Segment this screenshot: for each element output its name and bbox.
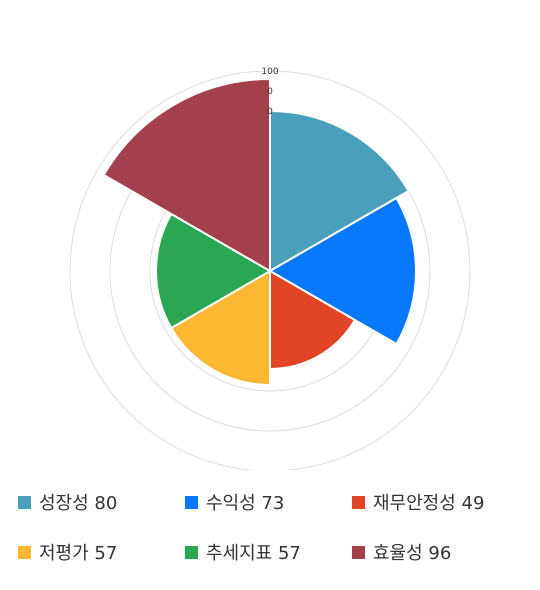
slice-4[interactable] [169,269,271,387]
radial-tick-labels: 100 0 0 [261,67,278,117]
radial-tick-label: 0 [267,87,273,97]
legend-swatch [18,545,31,559]
radial-tick-label: 0 [267,107,273,117]
legend-label: 저평가 57 [39,543,118,564]
slice-1[interactable] [269,109,410,273]
polar-area-chart: 100 0 0 [69,67,471,470]
slice-3[interactable] [269,269,357,371]
legend-label: 효율성 96 [373,543,452,564]
slice-6[interactable] [102,77,271,273]
legend-label: 재무안정성 49 [373,493,485,514]
legend-label: 성장성 80 [39,493,118,514]
radial-tick-label: 100 [261,67,278,77]
legend-label: 추세지표 57 [206,543,301,564]
legend-item-financial-stability[interactable]: 재무안정성 49 [352,490,484,514]
legend-swatch [185,495,198,509]
legend-item-growth[interactable]: 성장성 80 [18,490,117,514]
slices [102,77,417,387]
slice-5[interactable] [155,212,273,330]
legend-swatch [18,495,31,509]
grid-ring-5 [69,70,471,470]
legend-label: 수익성 73 [206,493,285,514]
legend-item-trend-indicator[interactable]: 추세지표 57 [185,540,301,564]
slice-2[interactable] [267,196,417,346]
legend-swatch [185,545,198,559]
legend-swatch [352,545,365,559]
legend-item-efficiency[interactable]: 효율성 96 [352,540,451,564]
legend-item-profitability[interactable]: 수익성 73 [185,490,284,514]
legend-item-undervaluation[interactable]: 저평가 57 [18,540,117,564]
legend-swatch [352,495,365,509]
